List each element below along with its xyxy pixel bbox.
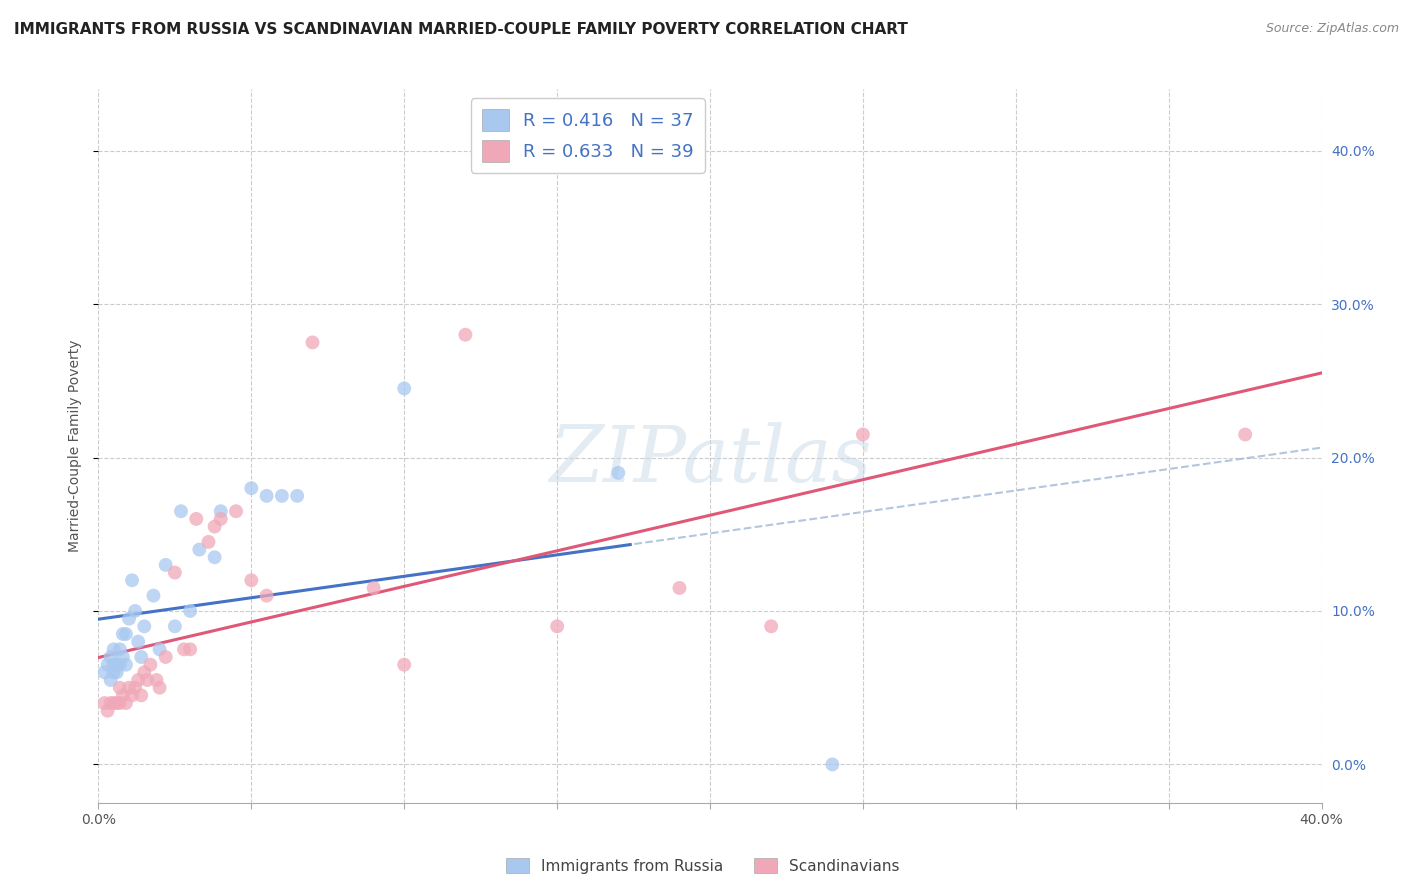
Point (118, 612, 141, 626)
Point (668, 581, 690, 595)
Point (392, 381, 416, 395)
Point (100, 696, 122, 710)
Point (97, 657, 120, 672)
Point (124, 604, 146, 618)
Point (363, 581, 385, 595)
Point (118, 681, 141, 695)
Point (105, 657, 128, 672)
Point (108, 696, 131, 710)
Text: Source: ZipAtlas.com: Source: ZipAtlas.com (1265, 22, 1399, 36)
Point (392, 657, 416, 672)
Point (163, 619, 186, 633)
Point (100, 650, 122, 665)
Point (127, 634, 149, 648)
Point (127, 673, 149, 687)
Point (852, 427, 875, 442)
Point (186, 512, 208, 526)
Point (270, 489, 292, 503)
Point (103, 642, 125, 657)
Point (105, 665, 128, 680)
Point (129, 689, 152, 703)
Y-axis label: Married-Couple Family Poverty: Married-Couple Family Poverty (67, 340, 82, 552)
Point (256, 589, 278, 603)
Point (97, 704, 120, 718)
Point (103, 696, 125, 710)
Point (100, 673, 122, 687)
Point (209, 512, 232, 526)
Point (607, 466, 630, 480)
Point (111, 689, 134, 703)
Point (454, 327, 477, 342)
Point (204, 519, 226, 533)
Legend: R = 0.416   N = 37, R = 0.633   N = 39: R = 0.416 N = 37, R = 0.633 N = 39 (471, 98, 704, 173)
Point (285, 489, 308, 503)
Point (155, 558, 177, 572)
Point (209, 504, 232, 518)
Point (256, 489, 278, 503)
Point (111, 627, 134, 641)
Point (105, 696, 128, 710)
Point (139, 657, 162, 672)
Text: IMMIGRANTS FROM RUSSIA VS SCANDINAVIAN MARRIED-COUPLE FAMILY POVERTY CORRELATION: IMMIGRANTS FROM RUSSIA VS SCANDINAVIAN M… (14, 22, 908, 37)
Point (111, 650, 134, 665)
Point (155, 650, 177, 665)
Point (121, 574, 143, 588)
Point (115, 627, 138, 641)
Point (240, 574, 263, 588)
Point (108, 681, 131, 695)
Point (129, 650, 152, 665)
Point (103, 657, 125, 672)
Point (173, 642, 195, 657)
Point (301, 335, 323, 350)
Point (93, 665, 115, 680)
Point (136, 673, 159, 687)
Point (121, 689, 143, 703)
Point (1234, 427, 1257, 442)
Point (115, 696, 138, 710)
Point (134, 665, 156, 680)
Point (134, 619, 156, 633)
Point (188, 542, 211, 557)
Point (163, 566, 186, 580)
Point (149, 681, 172, 695)
Point (93, 696, 115, 710)
Point (170, 504, 193, 518)
Point (197, 535, 219, 549)
Point (179, 642, 201, 657)
Point (759, 619, 782, 633)
Point (115, 657, 138, 672)
Point (240, 481, 263, 495)
Point (145, 673, 167, 687)
Point (546, 619, 568, 633)
Text: ZIPatlas: ZIPatlas (548, 422, 872, 499)
Point (103, 665, 125, 680)
Legend: Immigrants from Russia, Scandinavians: Immigrants from Russia, Scandinavians (501, 852, 905, 880)
Point (142, 589, 165, 603)
Point (108, 657, 131, 672)
Point (204, 550, 226, 565)
Point (225, 504, 247, 518)
Point (124, 681, 146, 695)
Point (149, 642, 172, 657)
Point (108, 642, 131, 657)
Point (179, 604, 201, 618)
Point (821, 757, 844, 772)
